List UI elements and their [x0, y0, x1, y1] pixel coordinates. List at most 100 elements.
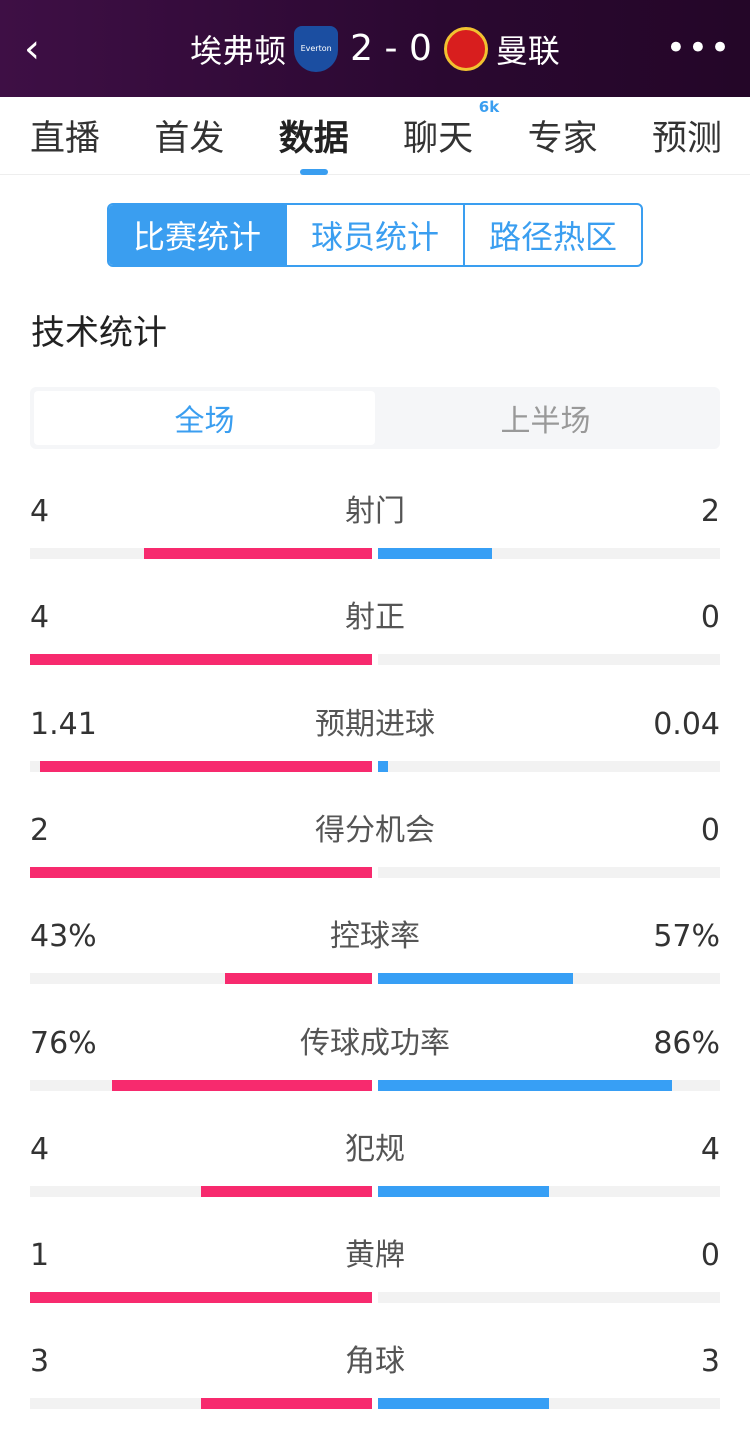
away-bar-track: [378, 866, 720, 878]
stat-row: 3 角球 3: [30, 1342, 720, 1422]
away-bar-track: [378, 760, 720, 772]
tab-5[interactable]: 预测: [652, 110, 722, 161]
score: 2 - 0: [350, 28, 432, 69]
period-full-match[interactable]: 全场: [34, 391, 375, 445]
period-switch: 全场 上半场: [30, 387, 720, 449]
segment-player-stats[interactable]: 球员统计: [285, 205, 463, 265]
home-value: 4: [30, 494, 50, 529]
tab-label: 数据: [278, 119, 349, 159]
home-bar: [201, 1398, 372, 1410]
stat-name: 控球率: [330, 919, 420, 955]
away-bar-track: [378, 1079, 720, 1091]
match-header: ‹ 埃弗顿 Everton 2 - 0 曼联 •••: [0, 0, 750, 97]
away-bar-track: [378, 1292, 720, 1304]
away-value: 0: [700, 600, 720, 636]
tab-1[interactable]: 首发: [154, 110, 224, 161]
tab-label: 聊天: [403, 119, 474, 159]
away-bar-track: [378, 654, 720, 666]
home-bar-track: [30, 654, 372, 666]
stats-type-switch: 比赛统计 球员统计 路径热区: [107, 203, 643, 267]
tab-label: 专家: [527, 119, 598, 159]
match-title: 埃弗顿 Everton 2 - 0 曼联: [190, 25, 560, 72]
away-bar: [378, 760, 389, 772]
tab-0[interactable]: 直播: [30, 110, 100, 161]
away-bar-track: [378, 1185, 720, 1197]
away-value: 86%: [653, 1025, 720, 1061]
away-value: 4: [700, 1131, 720, 1167]
away-team-name: 曼联: [495, 31, 560, 70]
home-value: 4: [30, 1131, 50, 1167]
tab-3[interactable]: 聊天 6k: [403, 98, 499, 161]
home-value: 3: [30, 1344, 50, 1380]
home-bar: [201, 1185, 372, 1197]
away-bar: [378, 1079, 673, 1091]
home-bar: [40, 760, 372, 772]
home-bar-track: [30, 1185, 372, 1197]
home-bar-track: [30, 760, 372, 772]
home-value: 1: [30, 1238, 50, 1274]
stat-name: 传球成功率: [300, 1025, 450, 1061]
period-first-half[interactable]: 上半场: [500, 404, 591, 439]
stat-row: 76% 传球成功率 86%: [30, 1024, 720, 1104]
home-bar-track: [30, 866, 372, 878]
stat-name: 得分机会: [315, 812, 435, 848]
away-value: 57%: [653, 919, 720, 955]
home-bar: [112, 1079, 372, 1091]
stat-name: 犯规: [345, 1131, 405, 1167]
away-bar-track: [378, 1398, 720, 1410]
stat-row: 43% 控球率 57%: [30, 917, 720, 997]
away-bar: [378, 1398, 549, 1410]
home-value: 4: [30, 600, 50, 636]
home-bar-track: [30, 973, 372, 985]
tab-4[interactable]: 专家: [528, 110, 598, 161]
stat-name: 射正: [345, 600, 405, 636]
stat-row: 1.41 预期进球 0.04: [30, 705, 720, 785]
home-bar: [30, 866, 372, 878]
stat-name: 黄牌: [345, 1238, 405, 1274]
away-value: 0: [700, 1238, 720, 1274]
away-bar: [378, 973, 573, 985]
away-bar-track: [378, 548, 720, 559]
stat-row: 4 射正 0: [30, 598, 720, 678]
stat-name: 预期进球: [315, 706, 435, 742]
away-value: 3: [700, 1344, 720, 1380]
away-score: 0: [408, 28, 432, 69]
tab-2[interactable]: 数据: [278, 110, 349, 175]
home-bar: [30, 1292, 372, 1304]
home-score: 2: [350, 28, 374, 69]
away-bar: [378, 548, 492, 559]
main-tabs: 直播 首发 数据 聊天 6k 专家 预测: [0, 97, 750, 175]
away-value: 2: [700, 494, 720, 529]
tab-label: 首发: [154, 119, 225, 159]
home-team-name: 埃弗顿: [190, 31, 287, 70]
home-value: 1.41: [30, 706, 97, 742]
home-bar-track: [30, 548, 372, 559]
tab-label: 预测: [651, 119, 722, 159]
home-crest-text: Everton: [300, 44, 332, 53]
home-bar: [143, 548, 372, 559]
home-bar: [30, 654, 372, 666]
score-separator: -: [384, 28, 398, 69]
more-icon[interactable]: •••: [665, 28, 732, 68]
home-value: 43%: [30, 919, 97, 955]
stat-row: 2 得分机会 0: [30, 811, 720, 891]
home-value: 76%: [30, 1025, 97, 1061]
chat-count-badge: 6k: [478, 98, 500, 116]
home-bar-track: [30, 1292, 372, 1304]
section-title: 技术统计: [31, 313, 167, 353]
away-bar-track: [378, 973, 720, 985]
back-icon[interactable]: ‹: [24, 26, 40, 72]
away-bar: [378, 1185, 549, 1197]
stat-row: 4 犯规 4: [30, 1130, 720, 1210]
stat-row: 4 射门 2: [30, 492, 720, 572]
away-value: 0: [700, 812, 720, 848]
tab-label: 直播: [30, 119, 101, 159]
stat-name: 射门: [345, 494, 405, 529]
everton-crest-icon: Everton: [294, 25, 339, 72]
segment-heatmap[interactable]: 路径热区: [463, 205, 641, 265]
home-bar: [224, 973, 372, 985]
segment-match-stats[interactable]: 比赛统计: [109, 205, 285, 265]
stat-name: 角球: [345, 1344, 405, 1380]
home-bar-track: [30, 1079, 372, 1091]
home-value: 2: [30, 812, 50, 848]
